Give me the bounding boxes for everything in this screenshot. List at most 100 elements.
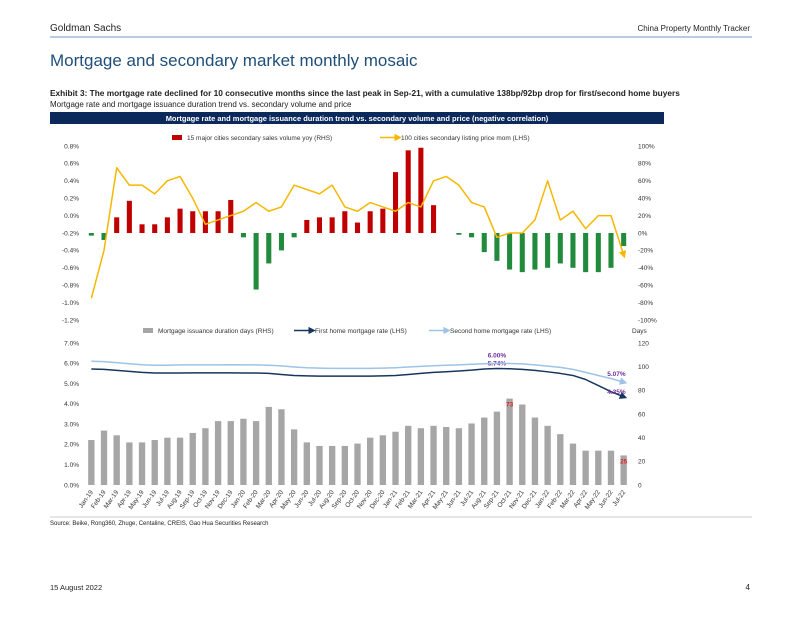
legend-label: First home mortgage rate (LHS) bbox=[315, 328, 407, 335]
bar bbox=[392, 431, 399, 485]
bar bbox=[443, 427, 450, 485]
bar bbox=[430, 425, 437, 485]
footer-date: 15 August 2022 bbox=[50, 583, 102, 592]
y-tick-label: 4.0% bbox=[64, 401, 79, 408]
bar bbox=[316, 217, 323, 233]
bar bbox=[189, 432, 196, 485]
bar bbox=[405, 425, 412, 485]
bar bbox=[138, 442, 146, 485]
y2-tick-label: 60 bbox=[638, 411, 646, 418]
bar bbox=[253, 233, 259, 290]
bar bbox=[252, 421, 260, 485]
y2-axis-title: Days bbox=[632, 328, 648, 335]
y-tick-label: 0.6% bbox=[64, 161, 79, 168]
bar bbox=[88, 233, 94, 236]
bar bbox=[519, 233, 525, 273]
y2-tick-label: 40% bbox=[638, 196, 651, 203]
bar bbox=[506, 398, 513, 485]
bar bbox=[621, 233, 627, 247]
y-tick-label: 0.0% bbox=[64, 482, 79, 489]
data-label: 73 bbox=[506, 402, 514, 409]
bar bbox=[367, 211, 373, 233]
y2-tick-label: 80% bbox=[638, 161, 651, 168]
bar bbox=[266, 233, 272, 264]
y-tick-label: 7.0% bbox=[64, 340, 79, 347]
bar bbox=[215, 211, 221, 233]
report-name: China Property Monthly Tracker bbox=[638, 24, 751, 33]
bar bbox=[532, 233, 538, 270]
bar bbox=[367, 437, 374, 485]
brand: Goldman Sachs bbox=[50, 23, 121, 34]
legend-label: Second home mortgage rate (LHS) bbox=[450, 328, 551, 335]
bar bbox=[469, 233, 475, 238]
bar bbox=[139, 224, 145, 233]
y-tick-label: 0.2% bbox=[64, 196, 79, 203]
bar bbox=[569, 443, 577, 485]
y-tick-label: -0.2% bbox=[62, 230, 79, 237]
bar bbox=[240, 418, 247, 485]
bar bbox=[328, 445, 336, 485]
y2-tick-label: 0 bbox=[638, 482, 642, 489]
y2-tick-label: 40 bbox=[638, 435, 646, 442]
y-tick-label: -1.0% bbox=[62, 300, 79, 307]
y-tick-label: -0.8% bbox=[62, 283, 79, 290]
bar bbox=[202, 211, 208, 233]
bar bbox=[88, 440, 95, 485]
legend-label: 100 cities secondary listing price mom (… bbox=[401, 135, 530, 142]
data-label: 25 bbox=[620, 458, 628, 465]
bar bbox=[417, 428, 425, 485]
page-number: 4 bbox=[746, 583, 751, 592]
y2-tick-label: 60% bbox=[638, 178, 651, 185]
bar bbox=[494, 233, 500, 261]
legend-label: 15 major cities secondary sales volume y… bbox=[187, 135, 332, 142]
bar bbox=[608, 233, 614, 268]
bar bbox=[164, 437, 171, 485]
legend-swatch bbox=[143, 328, 153, 333]
bar bbox=[329, 217, 335, 233]
y2-tick-label: 0% bbox=[638, 230, 648, 237]
y-tick-label: 3.0% bbox=[64, 421, 79, 428]
y2-tick-label: 100% bbox=[638, 143, 655, 150]
bar bbox=[152, 224, 158, 233]
y-tick-label: 0.4% bbox=[64, 178, 79, 185]
y-tick-label: 5.0% bbox=[64, 381, 79, 388]
bar bbox=[177, 208, 183, 233]
bar bbox=[202, 428, 209, 485]
bar bbox=[114, 217, 120, 233]
bar bbox=[151, 440, 158, 485]
x-tick-label: Jul-22 bbox=[611, 489, 627, 508]
y-tick-label: -1.2% bbox=[62, 317, 79, 324]
bar bbox=[620, 455, 627, 485]
y-tick-label: 6.0% bbox=[64, 361, 79, 368]
y-tick-label: -0.6% bbox=[62, 265, 79, 272]
bar bbox=[290, 429, 298, 485]
y-tick-label: 2.0% bbox=[64, 442, 79, 449]
data-label: 5.07% bbox=[607, 371, 626, 378]
bar bbox=[456, 233, 462, 235]
bar bbox=[342, 211, 348, 233]
page-title: Mortgage and secondary market monthly mo… bbox=[50, 51, 418, 70]
bar bbox=[354, 443, 361, 485]
bar bbox=[303, 442, 310, 485]
bar bbox=[607, 450, 615, 485]
y-tick-label: 1.0% bbox=[64, 462, 79, 469]
bar bbox=[493, 411, 501, 485]
line bbox=[91, 367, 628, 399]
y2-tick-label: -40% bbox=[638, 265, 653, 272]
y2-tick-label: -60% bbox=[638, 283, 653, 290]
bar bbox=[304, 219, 310, 233]
y2-tick-label: 20 bbox=[638, 459, 646, 466]
y-tick-label: 0.8% bbox=[64, 143, 79, 150]
bar bbox=[316, 445, 323, 485]
exhibit-title: Exhibit 3: The mortgage rate declined fo… bbox=[50, 88, 680, 98]
bar bbox=[113, 435, 120, 485]
y2-tick-label: 100 bbox=[638, 364, 649, 371]
bar bbox=[392, 172, 399, 233]
bar bbox=[240, 233, 246, 238]
bar bbox=[227, 421, 234, 485]
bar bbox=[431, 205, 437, 233]
bar bbox=[531, 417, 539, 485]
bar bbox=[595, 450, 602, 485]
bar bbox=[455, 428, 463, 485]
